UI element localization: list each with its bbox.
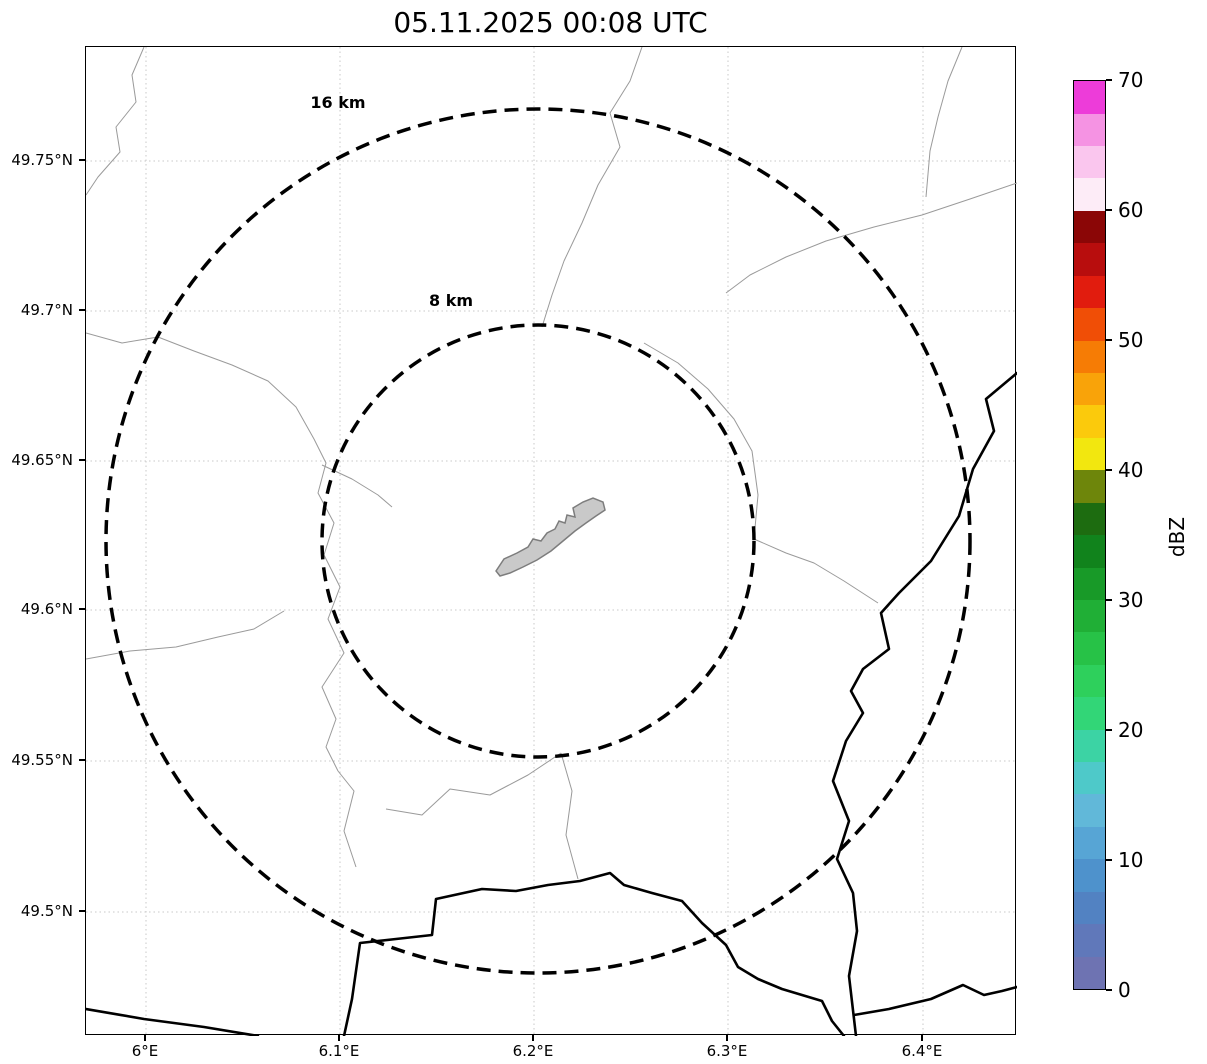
y-tick-label: 49.5°N	[20, 902, 73, 920]
y-tick-label: 49.75°N	[11, 151, 73, 169]
colorbar-segment	[1074, 275, 1105, 309]
colorbar-segment	[1074, 924, 1105, 957]
admin-boundary-lines	[86, 47, 1017, 880]
x-tick-label: 6.3°E	[706, 1042, 748, 1060]
colorbar-segment	[1074, 178, 1105, 211]
colorbar-segment	[1074, 859, 1105, 892]
colorbar-segment	[1074, 81, 1105, 114]
colorbar-segment	[1074, 243, 1105, 276]
colorbar-tick-mark	[1106, 989, 1112, 991]
colorbar-axis-label: dBZ	[1165, 516, 1189, 558]
colorbar-segment	[1074, 794, 1105, 827]
colorbar-segment	[1074, 729, 1105, 763]
x-tick-label: 6.2°E	[512, 1042, 554, 1060]
y-tick-mark	[79, 309, 85, 311]
x-tick-label: 6.4°E	[901, 1042, 943, 1060]
range-ring-16km-label: 16 km	[310, 93, 366, 112]
colorbar-segment	[1074, 956, 1105, 989]
colorbar-segment	[1074, 340, 1105, 373]
colorbar-tick-mark	[1106, 79, 1112, 81]
colorbar-tick-label: 20	[1118, 718, 1144, 742]
colorbar-segment	[1074, 632, 1105, 665]
x-tick-label: 6°E	[131, 1042, 159, 1060]
range-ring-8km-label: 8 km	[428, 291, 473, 310]
colorbar-segment	[1074, 308, 1105, 341]
colorbar-tick-mark	[1106, 209, 1112, 211]
colorbar-tick-mark	[1106, 729, 1112, 731]
y-tick-label: 49.65°N	[11, 451, 73, 469]
range-ring-16km	[104, 107, 972, 975]
colorbar-segment	[1074, 113, 1105, 147]
y-tick-label: 49.6°N	[20, 600, 73, 618]
y-tick-mark	[79, 459, 85, 461]
colorbar-tick-label: 70	[1118, 68, 1144, 92]
map-plot-area: 16 km 8 km	[85, 46, 1017, 1036]
colorbar-segment	[1074, 762, 1105, 795]
colorbar-segment	[1074, 437, 1105, 471]
y-tick-mark	[79, 910, 85, 912]
map-canvas	[86, 47, 1017, 1036]
colorbar-tick-label: 30	[1118, 588, 1144, 612]
y-tick-label: 49.55°N	[11, 751, 73, 769]
colorbar-segment	[1074, 826, 1105, 860]
x-tick-mark	[726, 1035, 728, 1041]
colorbar-segment	[1074, 599, 1105, 633]
x-tick-mark	[338, 1035, 340, 1041]
colorbar-segment	[1074, 470, 1105, 503]
range-ring-8km	[320, 323, 756, 759]
colorbar-tick-mark	[1106, 339, 1112, 341]
colorbar-segment	[1074, 535, 1105, 568]
x-tick-mark	[532, 1035, 534, 1041]
colorbar-tick-label: 10	[1118, 848, 1144, 872]
x-tick-mark	[144, 1035, 146, 1041]
colorbar-segment	[1074, 697, 1105, 730]
colorbar-tick-label: 40	[1118, 458, 1144, 482]
y-tick-label: 49.7°N	[20, 301, 73, 319]
colorbar-segment	[1074, 210, 1105, 244]
colorbar-tick-label: 0	[1118, 978, 1131, 1002]
colorbar-tick-mark	[1106, 469, 1112, 471]
colorbar-segment	[1074, 146, 1105, 179]
colorbar-tick-mark	[1106, 599, 1112, 601]
colorbar-tick-mark	[1106, 859, 1112, 861]
colorbar	[1073, 80, 1106, 990]
colorbar-tick-label: 50	[1118, 328, 1144, 352]
figure-title: 05.11.2025 00:08 UTC	[393, 6, 708, 39]
colorbar-segment	[1074, 372, 1105, 406]
x-tick-label: 6.1°E	[318, 1042, 360, 1060]
y-tick-mark	[79, 759, 85, 761]
colorbar-segment	[1074, 405, 1105, 438]
x-tick-mark	[921, 1035, 923, 1041]
airport-outline	[495, 497, 606, 577]
colorbar-segment	[1074, 567, 1105, 600]
country-border-lines	[86, 371, 1017, 1036]
colorbar-segment	[1074, 502, 1105, 536]
colorbar-segment	[1074, 891, 1105, 925]
grid-lines	[86, 47, 1017, 1036]
colorbar-segment	[1074, 664, 1105, 698]
y-tick-mark	[79, 159, 85, 161]
y-tick-mark	[79, 608, 85, 610]
colorbar-tick-label: 60	[1118, 198, 1144, 222]
